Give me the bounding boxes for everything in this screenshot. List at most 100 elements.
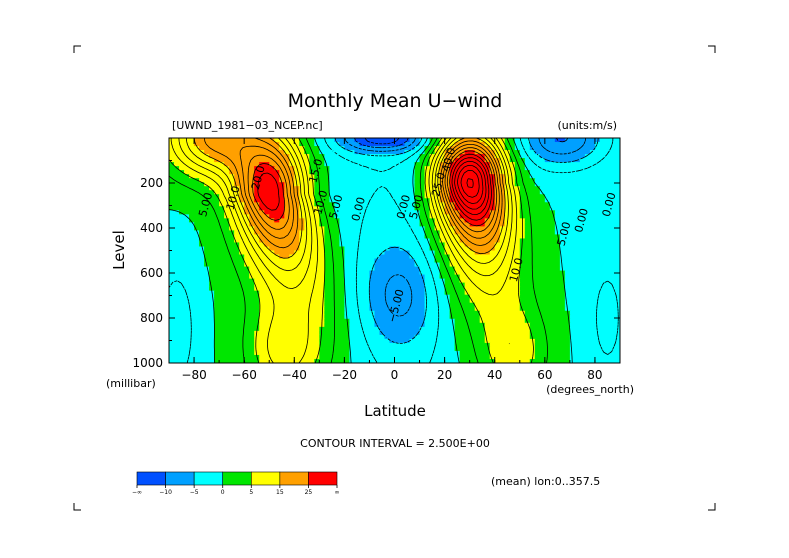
- field-cell: [434, 314, 441, 320]
- field-cell: [604, 226, 611, 232]
- field-cell: [514, 190, 521, 195]
- field-cell: [499, 350, 506, 356]
- field-cell: [609, 210, 616, 215]
- field-cell: [254, 186, 260, 191]
- field-cell: [244, 298, 250, 304]
- field-cell: [274, 298, 280, 304]
- field-cell: [399, 250, 406, 256]
- field-cell: [534, 266, 541, 272]
- field-cell: [534, 286, 541, 292]
- field-cell: [239, 334, 245, 340]
- field-cell: [504, 242, 511, 248]
- field-cell: [254, 346, 260, 352]
- field-cell: [329, 234, 335, 240]
- field-cell: [594, 282, 601, 288]
- field-cell: [329, 254, 335, 260]
- field-cell: [354, 238, 361, 244]
- field-cell: [374, 154, 381, 159]
- field-cell: [584, 174, 591, 179]
- field-cell: [434, 226, 441, 232]
- field-cell: [609, 258, 616, 264]
- field-cell: [244, 210, 250, 215]
- field-cell: [424, 322, 431, 328]
- field-cell: [269, 262, 275, 268]
- field-cell: [219, 270, 225, 276]
- field-cell: [464, 158, 471, 163]
- field-cell: [549, 282, 556, 288]
- field-cell: [549, 178, 556, 183]
- field-cell: [274, 242, 280, 248]
- field-cell: [364, 202, 371, 207]
- field-cell: [374, 282, 381, 288]
- field-cell: [289, 298, 295, 304]
- field-cell: [409, 278, 416, 284]
- field-cell: [609, 226, 616, 232]
- field-cell: [179, 146, 185, 151]
- field-cell: [354, 138, 361, 143]
- field-cell: [524, 326, 531, 332]
- field-cell: [374, 266, 381, 272]
- field-cell: [594, 342, 601, 348]
- field-cell: [464, 314, 471, 320]
- field-cell: [564, 238, 571, 244]
- field-cell: [584, 238, 591, 244]
- field-cell: [189, 358, 195, 363]
- field-cell: [254, 242, 260, 248]
- field-cell: [604, 150, 611, 155]
- field-cell: [469, 342, 476, 348]
- field-cell: [184, 162, 190, 167]
- field-cell: [239, 174, 245, 179]
- field-cell: [434, 198, 441, 203]
- field-cell: [289, 274, 295, 280]
- field-cell: [474, 246, 481, 252]
- field-cell: [269, 306, 275, 312]
- field-cell: [484, 206, 491, 211]
- field-cell: [539, 346, 546, 352]
- field-cell: [539, 166, 546, 171]
- field-cell: [334, 274, 340, 280]
- field-cell: [264, 278, 270, 284]
- field-cell: [239, 338, 245, 344]
- field-cell: [409, 322, 416, 328]
- field-cell: [514, 138, 521, 143]
- field-cell: [214, 230, 220, 236]
- field-cell: [474, 298, 481, 304]
- field-cell: [204, 250, 210, 256]
- field-cell: [519, 338, 526, 344]
- field-cell: [579, 286, 586, 292]
- field-cell: [189, 170, 195, 175]
- field-cell: [344, 250, 350, 256]
- field-cell: [184, 222, 190, 227]
- field-cell: [394, 210, 401, 215]
- field-cell: [259, 350, 265, 356]
- field-cell: [589, 142, 596, 147]
- field-cell: [344, 258, 350, 264]
- field-cell: [514, 314, 521, 320]
- field-cell: [224, 330, 230, 336]
- field-cell: [404, 338, 411, 344]
- field-cell: [509, 346, 516, 352]
- field-cell: [594, 146, 601, 151]
- field-cell: [454, 294, 461, 300]
- field-cell: [514, 322, 521, 328]
- field-cell: [569, 186, 576, 191]
- field-cell: [434, 342, 441, 348]
- field-cell: [374, 210, 381, 215]
- field-cell: [459, 346, 466, 352]
- field-cell: [379, 174, 386, 179]
- field-cell: [529, 186, 536, 191]
- field-cell: [499, 290, 506, 296]
- field-cell: [294, 262, 300, 268]
- field-cell: [554, 162, 561, 167]
- field-cell: [354, 146, 361, 151]
- field-cell: [539, 230, 546, 236]
- field-cell: [239, 234, 245, 240]
- field-cell: [559, 254, 566, 260]
- field-cell: [264, 174, 270, 179]
- field-cell: [279, 242, 285, 248]
- field-cell: [614, 146, 620, 151]
- field-cell: [349, 318, 356, 324]
- field-cell: [179, 278, 185, 284]
- field-cell: [339, 230, 345, 236]
- field-cell: [364, 294, 371, 300]
